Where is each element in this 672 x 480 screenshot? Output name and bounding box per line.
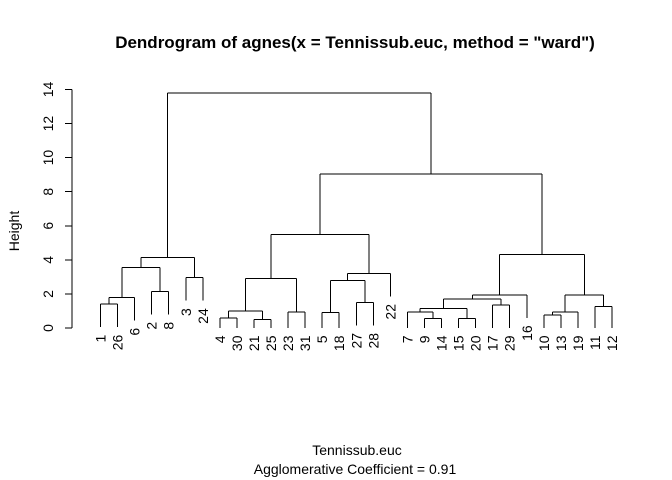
leaf-label: 12 xyxy=(604,335,620,351)
y-tick-label: 14 xyxy=(40,82,56,98)
agglomerative-coefficient: Agglomerative Coefficient = 0.91 xyxy=(254,461,457,477)
y-tick-label: 4 xyxy=(40,256,56,264)
leaf-label: 28 xyxy=(365,333,381,349)
leaf-label: 18 xyxy=(331,335,347,351)
leaf-label: 11 xyxy=(587,335,603,350)
leaf-label: 15 xyxy=(451,335,467,351)
leaf-label: 26 xyxy=(110,334,126,350)
leaf-label: 25 xyxy=(263,335,279,351)
leaf-label: 30 xyxy=(229,335,245,351)
leaf-label: 22 xyxy=(382,304,398,320)
y-axis-label: Height xyxy=(6,211,22,252)
leaf-label: 19 xyxy=(570,335,586,351)
y-tick-label: 6 xyxy=(40,222,56,230)
leaf-label: 21 xyxy=(246,335,262,351)
chart-title: Dendrogram of agnes(x = Tennissub.euc, m… xyxy=(115,33,595,52)
leaf-label: 27 xyxy=(348,333,364,349)
y-axis-ticks: 0 2 4 6 8 10 12 14 xyxy=(40,82,72,332)
dendrogram-tree xyxy=(100,92,613,328)
leaf-label: 16 xyxy=(519,325,535,341)
leaf-label: 13 xyxy=(553,335,569,351)
y-tick-label: 8 xyxy=(40,188,56,196)
leaf-label: 24 xyxy=(195,308,211,324)
leaf-label: 3 xyxy=(178,308,194,316)
y-tick-label: 2 xyxy=(40,290,56,298)
leaf-label: 29 xyxy=(502,335,518,351)
leaf-label: 17 xyxy=(485,335,501,351)
x-axis-label: Tennissub.euc xyxy=(312,442,402,458)
leaf-label: 8 xyxy=(161,322,177,330)
leaf-label: 6 xyxy=(127,328,143,336)
y-tick-label: 0 xyxy=(40,324,56,332)
leaf-label: 4 xyxy=(212,335,228,343)
leaf-label: 9 xyxy=(416,335,432,343)
leaf-label: 23 xyxy=(280,335,296,351)
leaf-label: 14 xyxy=(434,335,450,351)
leaf-label: 5 xyxy=(314,335,330,343)
leaf-label: 1 xyxy=(93,334,109,342)
leaf-label: 31 xyxy=(297,335,313,351)
leaf-label: 2 xyxy=(144,322,160,330)
leaf-label: 10 xyxy=(536,335,552,351)
y-tick-label: 10 xyxy=(40,150,56,166)
leaf-label: 7 xyxy=(399,335,415,343)
leaf-label: 20 xyxy=(468,335,484,351)
y-tick-label: 12 xyxy=(40,116,56,132)
